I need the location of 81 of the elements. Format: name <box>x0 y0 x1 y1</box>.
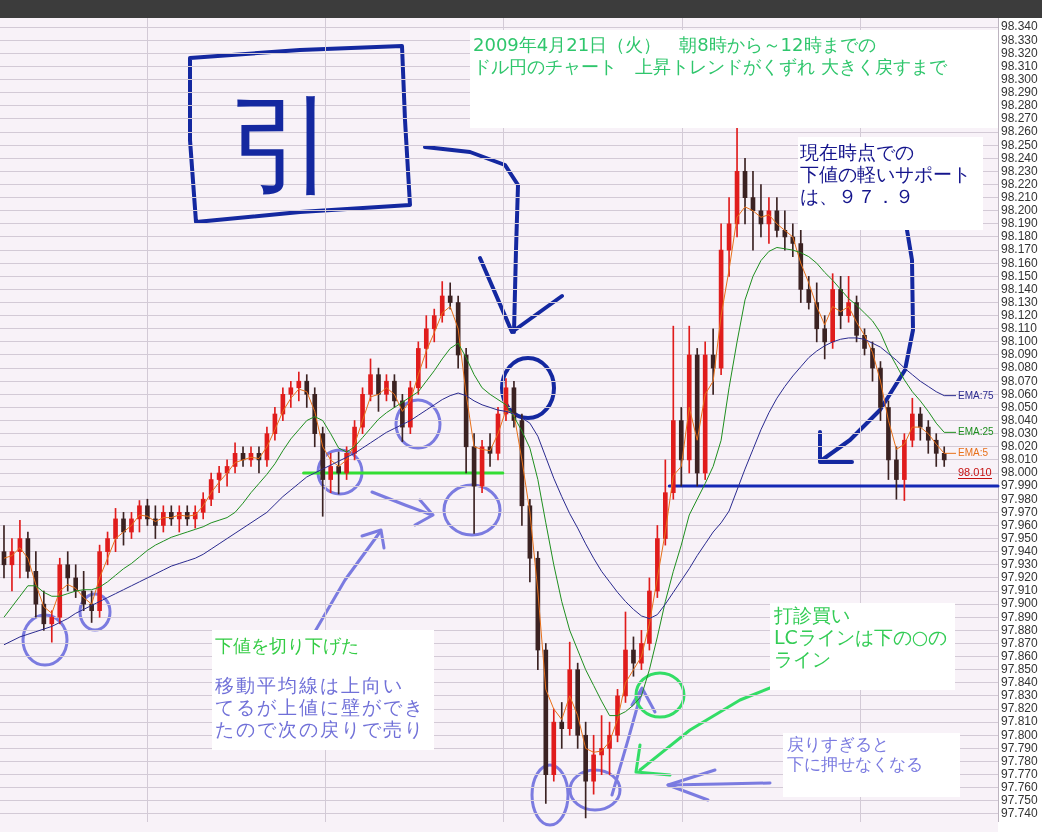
y-tick-label: 97.850 <box>1001 662 1039 677</box>
annotation: 移動平均線は上向い <box>215 674 404 696</box>
y-tick-label: 98.280 <box>1001 98 1039 113</box>
y-tick-label: 97.920 <box>1001 570 1039 585</box>
y-tick-label: 97.760 <box>1001 780 1039 795</box>
y-tick-label: 98.250 <box>1001 137 1039 152</box>
y-tick-label: 98.210 <box>1001 189 1039 204</box>
annotation: てるが上値に壁ができ <box>215 696 425 718</box>
y-tick-label: 98.240 <box>1001 150 1039 165</box>
y-tick-label: 98.140 <box>1001 281 1039 296</box>
y-tick-label: 97.750 <box>1001 793 1039 808</box>
y-tick-label: 97.990 <box>1001 478 1039 493</box>
y-tick-label: 98.160 <box>1001 255 1039 270</box>
y-tick-label: 98.330 <box>1001 32 1039 47</box>
y-tick-label: 97.900 <box>1001 596 1039 611</box>
y-tick-label: 98.070 <box>1001 373 1039 388</box>
annotation: 下値の軽いサポート <box>800 163 971 185</box>
y-tick-label: 98.310 <box>1001 58 1039 73</box>
y-tick-label: 98.110 <box>1001 321 1038 336</box>
y-tick-label: 98.200 <box>1001 203 1039 218</box>
y-tick-label: 97.820 <box>1001 701 1039 716</box>
y-tick-label: 98.020 <box>1001 439 1039 454</box>
y-tick-label: 98.320 <box>1001 45 1039 60</box>
y-tick-label: 98.190 <box>1001 216 1039 231</box>
y-tick-label: 97.940 <box>1001 543 1039 558</box>
y-tick-label: 97.950 <box>1001 530 1039 545</box>
y-tick-label: 98.230 <box>1001 163 1039 178</box>
y-tick-label: 97.980 <box>1001 491 1039 506</box>
y-tick-label: 97.910 <box>1001 583 1039 598</box>
y-tick-label: 97.930 <box>1001 557 1039 572</box>
y-tick-label: 97.790 <box>1001 740 1039 755</box>
annotation: 打診買い <box>774 604 850 626</box>
annotation: 下値を切り下げた <box>215 635 359 656</box>
y-tick-label: 98.220 <box>1001 176 1039 191</box>
annotation: ライン <box>774 648 831 670</box>
y-tick-label: 98.000 <box>1001 465 1039 480</box>
y-tick-label: 98.180 <box>1001 229 1039 244</box>
y-tick-label: 98.090 <box>1001 347 1039 362</box>
annotation: ドル円のチャート 上昇トレンドがくずれ 大きく戻すまで <box>473 56 947 77</box>
text: 98.010 <box>958 466 992 479</box>
annotation: 2009年4月21日（火） 朝8時から～12時までの <box>473 34 876 55</box>
legend-label: EMA:5 <box>958 447 989 460</box>
y-tick-label: 98.050 <box>1001 399 1039 414</box>
y-tick-label: 98.010 <box>1001 452 1039 467</box>
annotation: 引 <box>228 80 338 208</box>
y-tick-label: 97.970 <box>1001 504 1039 519</box>
y-tick-label: 98.290 <box>1001 85 1039 100</box>
y-tick-label: 97.880 <box>1001 622 1039 637</box>
y-tick-label: 98.270 <box>1001 111 1039 126</box>
y-tick-label: 98.060 <box>1001 386 1039 401</box>
y-tick-label: 98.340 <box>1001 19 1039 34</box>
y-tick-label: 97.780 <box>1001 753 1039 768</box>
y-tick-label: 98.170 <box>1001 242 1039 257</box>
legend-label: EMA:75 <box>958 389 994 402</box>
y-tick-label: 97.870 <box>1001 635 1039 650</box>
annotation: は、９７．９ <box>800 185 914 207</box>
y-tick-label: 97.840 <box>1001 675 1039 690</box>
y-tick-label: 98.260 <box>1001 124 1039 139</box>
y-tick-label: 97.830 <box>1001 688 1039 703</box>
y-tick-label: 97.800 <box>1001 727 1039 742</box>
candlestick <box>559 702 565 749</box>
y-tick-label: 98.150 <box>1001 268 1039 283</box>
y-tick-label: 98.300 <box>1001 71 1039 86</box>
y-tick-label: 97.860 <box>1001 648 1039 663</box>
annotation: 戻りすぎると <box>787 734 889 754</box>
y-tick-label: 97.770 <box>1001 766 1039 781</box>
y-tick-label: 98.080 <box>1001 360 1039 375</box>
y-tick-label: 98.100 <box>1001 334 1039 349</box>
annotation: たので次の戻りで売り <box>215 718 425 740</box>
y-tick-label: 98.040 <box>1001 412 1039 427</box>
annotation: 現在時点での <box>800 141 914 163</box>
legend-label: EMA:25 <box>958 426 994 439</box>
y-tick-label: 97.890 <box>1001 609 1039 624</box>
y-tick-label: 98.130 <box>1001 294 1039 309</box>
y-tick-label: 98.120 <box>1001 307 1039 322</box>
annotation: 下に押せなくなる <box>787 754 923 774</box>
y-tick-label: 97.810 <box>1001 714 1039 729</box>
y-tick-label: 97.740 <box>1001 806 1039 821</box>
y-tick-label: 97.960 <box>1001 517 1039 532</box>
annotation: LCラインは下の○の <box>774 626 948 648</box>
y-tick-label: 98.030 <box>1001 425 1039 440</box>
